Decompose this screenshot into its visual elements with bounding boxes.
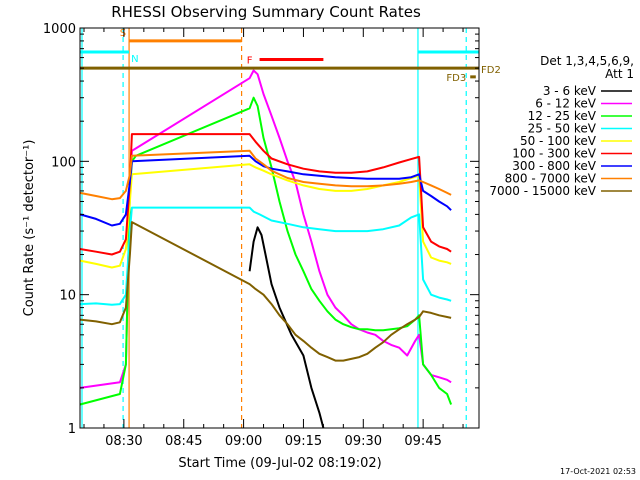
axes [79, 27, 480, 429]
legend-label-6-12-kev: 6 - 12 keV [535, 97, 597, 111]
legend-label-300-800-kev: 300 - 800 keV [512, 159, 596, 173]
bar-label-s: S [120, 28, 126, 39]
legend-label-3-6-kev: 3 - 6 keV [543, 84, 597, 98]
x-tick-label: 08:30 [105, 434, 142, 449]
legend-header-line-1: Det 1,3,4,5,6,9, [540, 54, 634, 68]
legend-label-7000-15000-kev: 7000 - 15000 keV [489, 184, 596, 198]
series-7000-15000-kev [79, 221, 452, 362]
legend-header-line-2: Att 1 [605, 67, 634, 81]
y-tick-label: 10 [59, 289, 76, 304]
x-axis-label: Start Time (09-Jul-02 08:19:02) [178, 456, 381, 471]
legend-label-50-100-kev: 50 - 100 keV [520, 134, 597, 148]
legend-label-25-50-kev: 25 - 50 keV [528, 122, 597, 136]
series-300-800-kev [79, 154, 452, 227]
x-tick-label: 09:45 [404, 434, 441, 449]
bar-label-n: N [131, 54, 138, 65]
y-tick-label: 100 [51, 155, 76, 170]
legend-label-100-300-kev: 100 - 300 keV [512, 147, 596, 161]
legend-label-12-25-kev: 12 - 25 keV [528, 109, 597, 123]
bar-label-fd3: FD3 [446, 73, 466, 84]
bar-label-f: F [247, 56, 253, 67]
y-axis-label: Count Rate (s⁻¹ detector⁻¹) [22, 140, 37, 317]
series-50-100-kev [79, 163, 452, 269]
plot-frame [79, 27, 480, 429]
y-tick-label: 1000 [43, 22, 76, 37]
vertical-markers [81, 28, 467, 428]
generation-timestamp: 17-Oct-2021 02:53 [560, 467, 636, 476]
chart-title: RHESSI Observing Summary Count Rates [111, 3, 421, 21]
y-tick-label: 1 [68, 422, 76, 437]
series-group [79, 69, 453, 429]
series-3-6-kev [248, 226, 325, 429]
x-tick-label: 08:45 [165, 434, 202, 449]
series-25-50-kev [79, 206, 452, 306]
x-tick-label: 09:15 [285, 434, 322, 449]
state-bars: S N F FD2 FD3 [80, 28, 501, 84]
tick-labels: 1 10 100 1000 08:30 08:45 09:00 09:15 09:30 09:45 [43, 22, 442, 449]
legend-label-800-7000-kev: 800 - 7000 keV [505, 172, 597, 186]
bar-label-fd2: FD2 [481, 65, 501, 76]
series-800-7000-kev [79, 149, 452, 201]
series-6-12-kev [79, 69, 452, 389]
x-tick-label: 09:30 [345, 434, 382, 449]
series-100-300-kev [79, 133, 452, 256]
x-tick-label: 09:00 [225, 434, 262, 449]
